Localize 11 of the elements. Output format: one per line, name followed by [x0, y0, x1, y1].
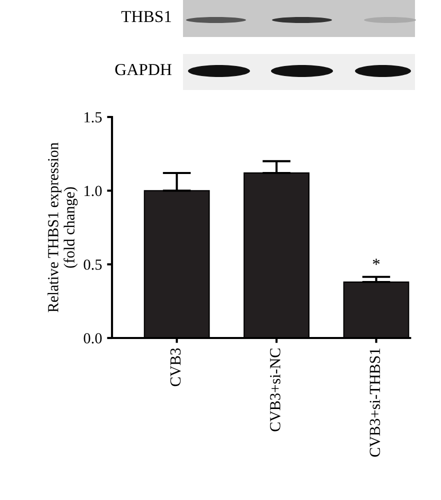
text: GAPDH — [115, 64, 172, 76]
y-axis-title: Relative THBS1 expression (fold change) — [48, 142, 78, 312]
x-tick-label: CVB3 — [170, 348, 181, 386]
y-tick-label: 1.0 — [84, 186, 102, 196]
x-tick-label: CVB3+si-THBS1 — [370, 348, 380, 457]
y-tick-label: 1.5 — [84, 112, 102, 123]
x-tick-label: CVB3+si-NC — [270, 348, 280, 432]
text: THBS1 — [121, 10, 171, 22]
annotation: * — [372, 258, 380, 265]
y-tick-label: 0.5 — [84, 259, 102, 270]
y-tick-label: 0.0 — [84, 333, 102, 344]
